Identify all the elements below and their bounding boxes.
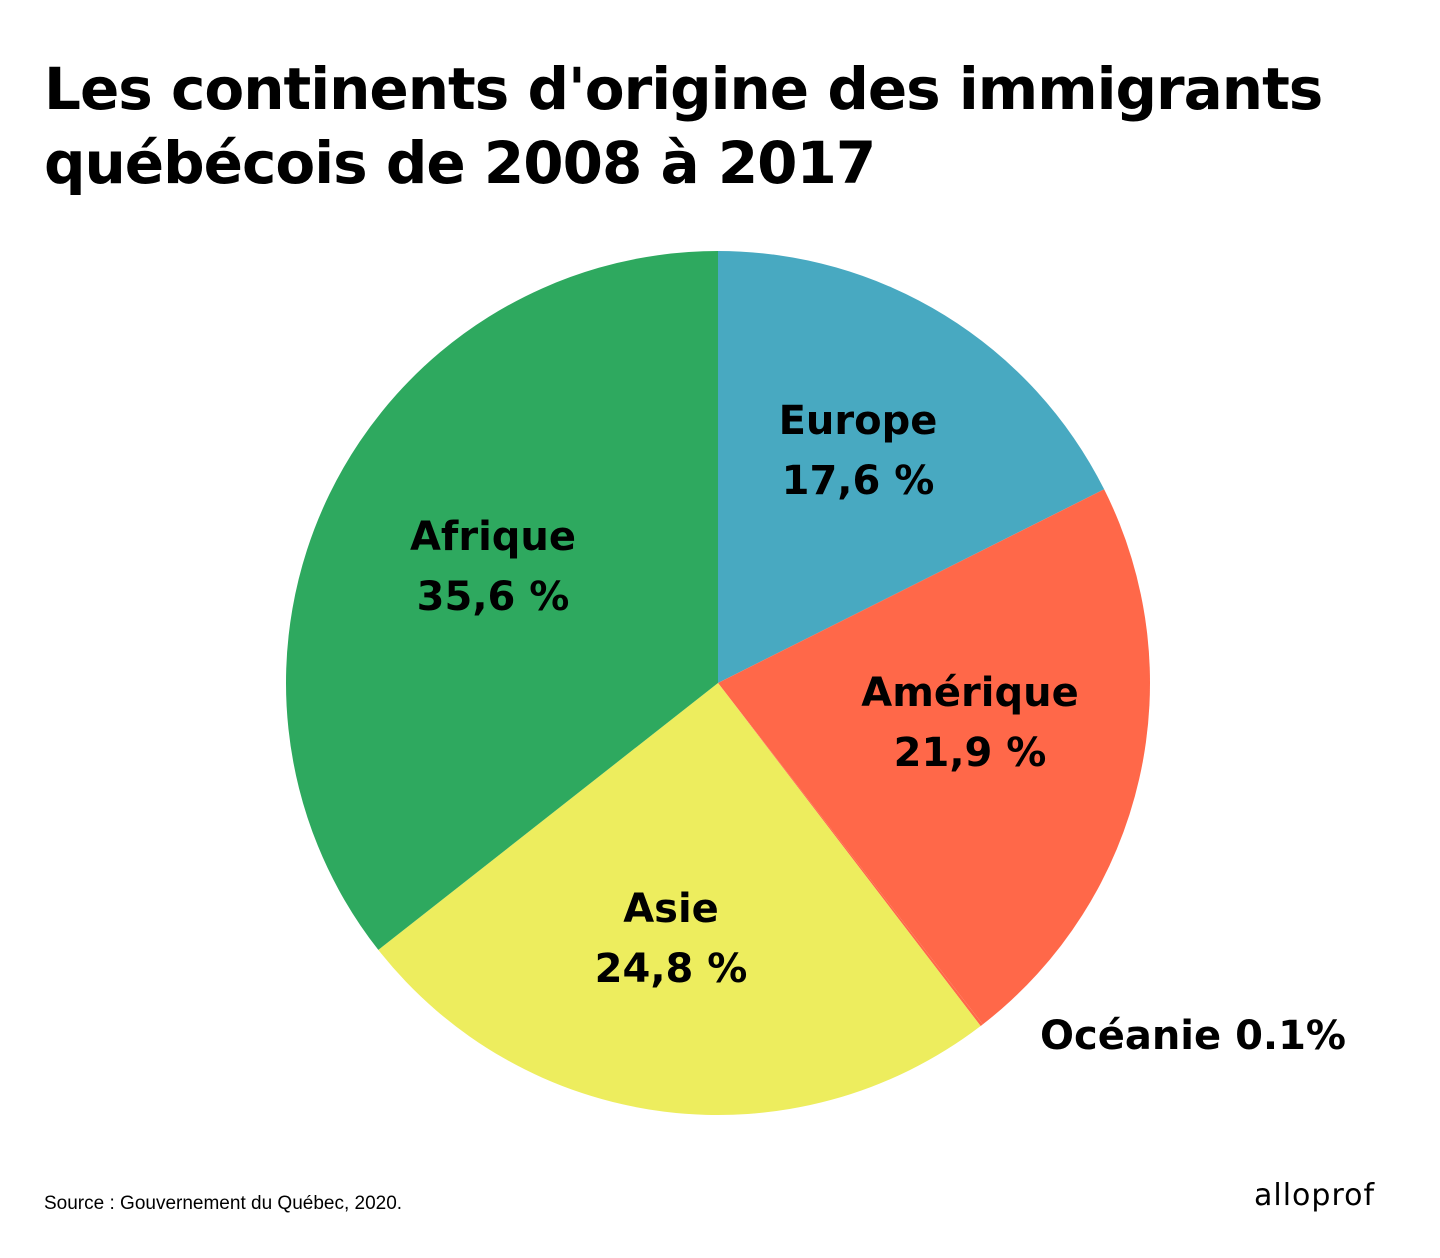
pie-slice-europe bbox=[718, 251, 1105, 683]
label-amerique-name: Amérique bbox=[861, 670, 1079, 716]
label-asie-name: Asie bbox=[623, 886, 719, 932]
pie-slice-oceanie bbox=[718, 683, 983, 1027]
label-asie: Asie 24,8 % bbox=[595, 879, 748, 999]
label-afrique-value: 35,6 % bbox=[416, 574, 570, 620]
label-europe-name: Europe bbox=[778, 398, 938, 444]
label-europe: Europe 17,6 % bbox=[779, 391, 938, 511]
label-afrique: Afrique 35,6 % bbox=[410, 507, 576, 627]
source-note: Source : Gouvernement du Québec, 2020. bbox=[44, 1193, 403, 1214]
pie-slice-afrique bbox=[285, 251, 718, 950]
label-amerique-value: 21,9 % bbox=[893, 730, 1047, 776]
pie-slice-amerique bbox=[718, 489, 1150, 1025]
label-afrique-name: Afrique bbox=[409, 514, 577, 560]
label-asie-value: 24,8 % bbox=[594, 946, 748, 992]
label-amerique: Amérique 21,9 % bbox=[861, 663, 1078, 783]
chart-title: Les continents d'origine des immigrants … bbox=[44, 55, 1323, 197]
alloprof-logo: alloprof bbox=[1254, 1178, 1376, 1213]
label-oceanie: Océanie 0.1% bbox=[1039, 1013, 1347, 1059]
label-europe-value: 17,6 % bbox=[781, 458, 935, 504]
pie-slice-asie bbox=[378, 683, 981, 1115]
